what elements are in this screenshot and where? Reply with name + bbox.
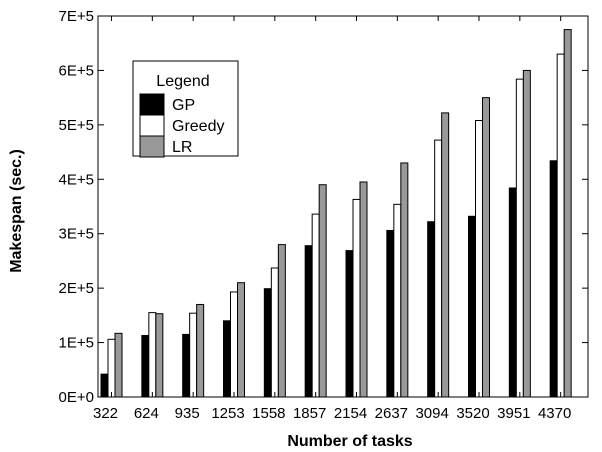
bar-greedy-935	[189, 312, 198, 398]
legend-label-gp: GP	[172, 97, 195, 114]
x-tick-label: 3951	[497, 405, 530, 422]
y-tick-label: 6E+5	[59, 62, 94, 79]
bar-gp-2154	[345, 250, 354, 398]
bar-gp-1857	[304, 245, 313, 398]
bar-gp-3520	[468, 215, 476, 398]
x-tick-label: 1857	[293, 405, 326, 422]
x-tick-label: 2154	[334, 405, 367, 422]
x-tick-label: 322	[93, 405, 118, 422]
bar-greedy-4370	[556, 53, 565, 398]
bar-lr-1558	[277, 244, 286, 398]
bar-greedy-3520	[475, 120, 483, 398]
legend-label-lr: LR	[172, 139, 192, 156]
bar-gp-1558	[263, 288, 272, 398]
y-tick-label: 4E+5	[59, 171, 94, 188]
legend-label-greedy: Greedy	[172, 118, 224, 135]
legend: Legend GP Greedy LR	[132, 60, 239, 158]
x-tick-label: 3520	[456, 405, 489, 422]
y-tick-label: 0E+0	[59, 389, 94, 406]
legend-swatch-greedy	[139, 114, 165, 137]
bar-gp-4370	[549, 160, 558, 398]
bar-gp-624	[141, 334, 150, 398]
legend-swatch-gp	[139, 93, 165, 116]
legend-swatch-lr	[139, 135, 165, 158]
x-tick-label: 1558	[252, 405, 285, 422]
y-axis-label: Makespan (sec.)	[8, 149, 25, 273]
y-tick-label: 5E+5	[59, 117, 94, 134]
x-tick-label: 3094	[415, 405, 448, 422]
ticks-layer: 0E+0 1E+5 2E+5 3E+5 4E+5 5E+5 6E+5 7E+5 322 624 93…	[59, 8, 588, 422]
x-tick-label: 935	[175, 405, 200, 422]
bar-lr-4370	[563, 29, 572, 398]
bar-greedy-624	[148, 312, 157, 398]
bar-gp-2637	[386, 229, 395, 398]
x-tick-label: 4370	[538, 405, 571, 422]
bar-greedy-322	[107, 338, 116, 398]
axes-layer	[97, 15, 589, 398]
bar-lr-1253	[237, 282, 245, 398]
bar-lr-3094	[441, 112, 450, 398]
bars-layer	[100, 29, 572, 398]
bar-greedy-2154	[352, 198, 361, 398]
bar-lr-935	[196, 303, 205, 398]
bar-greedy-1857	[311, 213, 320, 398]
plot-frame	[97, 15, 589, 398]
y-tick-label: 1E+5	[59, 335, 94, 352]
bar-gp-322	[100, 373, 109, 398]
bar-gp-3094	[427, 221, 436, 398]
bar-lr-624	[155, 313, 164, 398]
bar-lr-2154	[359, 181, 368, 398]
y-tick-label: 7E+5	[59, 8, 94, 25]
x-tick-label: 2637	[375, 405, 408, 422]
y-tick-label: 2E+5	[59, 280, 94, 297]
bar-lr-1857	[318, 184, 327, 398]
bar-greedy-3951	[515, 78, 524, 398]
x-axis-label: Number of tasks	[287, 433, 412, 450]
bar-greedy-1253	[230, 291, 238, 398]
bar-gp-935	[182, 333, 191, 398]
bar-greedy-2637	[393, 203, 402, 398]
bar-greedy-3094	[434, 139, 443, 398]
bar-gp-3951	[508, 187, 517, 398]
bar-lr-3520	[482, 97, 490, 398]
x-tick-label: 624	[134, 405, 159, 422]
bar-lr-322	[114, 332, 123, 398]
legend-title: Legend	[156, 73, 209, 90]
bar-gp-1253	[223, 320, 231, 398]
bar-lr-2637	[400, 162, 409, 398]
bar-lr-3951	[522, 69, 531, 398]
bar-greedy-1558	[270, 267, 279, 398]
y-tick-label: 3E+5	[59, 226, 94, 243]
x-tick-label: 1253	[211, 405, 244, 422]
